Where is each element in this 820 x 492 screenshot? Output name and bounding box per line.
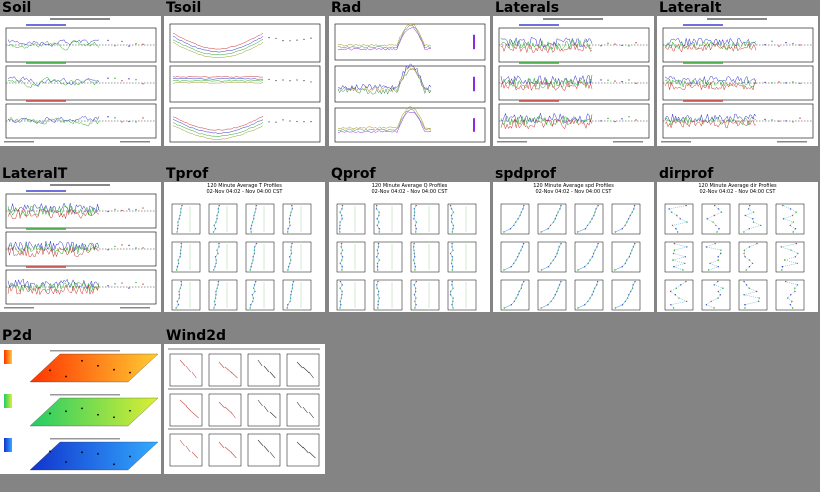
plot-graphic — [497, 18, 650, 143]
plot-image[interactable] — [164, 344, 325, 474]
plot-image[interactable] — [0, 182, 161, 312]
plot-subtitle: 02-Nov 04:02 - Nov 04:00 CST — [699, 189, 776, 195]
plot-subtitle: 02-Nov 04:02 - Nov 04:00 CST — [371, 189, 448, 195]
thumbnail-label[interactable]: P2d — [2, 328, 33, 344]
thumbnail-qprof[interactable]: Qprof 120 Minute Average Q Profiles 02-Nov… — [329, 166, 491, 312]
plot-graphic — [334, 23, 486, 143]
thumbnail-laterals[interactable]: Laterals — [493, 0, 655, 146]
plot-image[interactable] — [0, 344, 161, 474]
plot-image[interactable] — [493, 16, 654, 146]
plot-image[interactable]: 120 Minute Average T Profiles 02-Nov 04:0… — [164, 182, 325, 312]
plot-graphic — [661, 18, 814, 143]
thumbnail-label[interactable]: Wind2d — [166, 328, 226, 344]
thumbnail-label[interactable]: spdprof — [495, 166, 557, 182]
thumbnail-tprof[interactable]: Tprof 120 Minute Average T Profiles 02-Nov… — [164, 166, 326, 312]
thumbnail-label[interactable]: dirprof — [659, 166, 714, 182]
plot-image[interactable]: 120 Minute Average spd Profiles 02-Nov 04… — [493, 182, 654, 312]
plot-image[interactable]: 120 Minute Average Q Profiles 02-Nov 04:0… — [329, 182, 490, 312]
plot-image[interactable]: 120 Minute Average dir Profiles 02-Nov 04… — [657, 182, 818, 312]
plot-graphic — [4, 18, 157, 143]
thumbnail-wind2d[interactable]: Wind2d — [164, 328, 326, 474]
thumbnail-dirprof[interactable]: dirprof 120 Minute Average dir Profiles 02… — [657, 166, 819, 312]
plot-image[interactable] — [164, 16, 325, 146]
plot-title: 120 Minute Average spd Profiles — [533, 183, 614, 189]
plot-graphic — [4, 350, 159, 471]
thumbnail-label[interactable]: LateralT — [2, 166, 68, 182]
plot-subtitle: 02-Nov 04:02 - Nov 04:00 CST — [535, 189, 612, 195]
thumbnail-rad[interactable]: Rad — [329, 0, 491, 146]
plot-graphic — [500, 203, 641, 311]
plot-graphic — [4, 184, 157, 309]
thumbnail-label[interactable]: Rad — [331, 0, 362, 16]
thumbnail-tsoil[interactable]: Tsoil — [164, 0, 326, 146]
thumbnail-lateralt[interactable]: LateralT — [0, 166, 162, 312]
thumbnail-label[interactable]: Laterals — [495, 0, 560, 16]
plot-image[interactable] — [329, 16, 490, 146]
plot-image[interactable] — [0, 16, 161, 146]
plot-graphic — [169, 23, 321, 143]
plot-title: 120 Minute Average Q Profiles — [371, 183, 448, 189]
plot-title: 120 Minute Average dir Profiles — [698, 183, 777, 189]
thumbnail-label[interactable]: Tprof — [166, 166, 209, 182]
thumbnail-label[interactable]: Lateralt — [659, 0, 722, 16]
plot-image[interactable] — [657, 16, 818, 146]
thumbnail-soil[interactable]: Soil — [0, 0, 162, 146]
plot-graphic — [171, 203, 312, 311]
plot-graphic — [664, 203, 805, 311]
thumbnail-spdprof[interactable]: spdprof 120 Minute Average spd Profiles 02… — [493, 166, 655, 312]
thumbnail-lateralt[interactable]: Lateralt — [657, 0, 819, 146]
plot-title: 120 Minute Average T Profiles — [207, 183, 282, 189]
thumbnail-p2d[interactable]: P2d — [0, 328, 162, 474]
thumbnail-label[interactable]: Soil — [2, 0, 32, 16]
plot-subtitle: 02-Nov 04:02 - Nov 04:00 CST — [206, 189, 283, 195]
plot-graphic — [168, 348, 320, 467]
thumbnail-label[interactable]: Qprof — [331, 166, 376, 182]
plot-graphic — [336, 203, 477, 311]
thumbnail-label[interactable]: Tsoil — [166, 0, 202, 16]
